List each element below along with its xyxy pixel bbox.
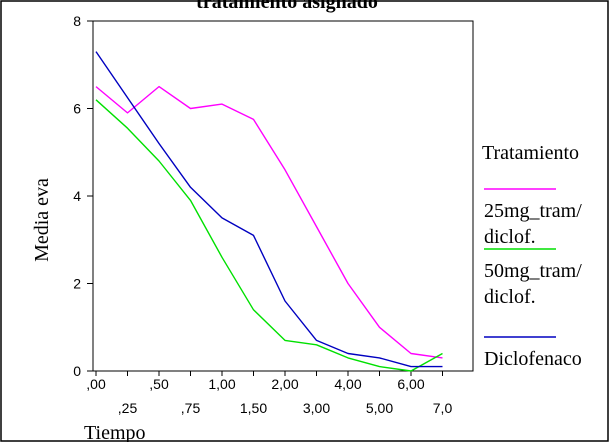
x-tick-label: ,25 [118, 400, 138, 416]
y-axis: 0 2 4 6 8 [73, 13, 93, 379]
y-tick-label: 8 [73, 13, 81, 29]
x-tick-label: 5,00 [366, 400, 393, 416]
x-tick-label: 1,00 [208, 376, 235, 392]
series-line-3 [95, 51, 443, 368]
legend-label-2: 50mg_tram/ [484, 260, 582, 282]
series-line-1 [95, 85, 443, 359]
x-tick-label: 7,0 [433, 400, 453, 416]
y-axis-label: Media eva [31, 178, 53, 262]
x-axis-label: Tiempo [84, 422, 146, 442]
x-tick-label: 1,50 [240, 400, 267, 416]
series-line-2 [95, 99, 443, 372]
y-tick-label: 6 [73, 101, 81, 117]
x-tick-label: ,00 [86, 376, 106, 392]
legend-label-2: diclof. [484, 286, 536, 308]
y-tick-label: 2 [73, 276, 81, 292]
legend-label-3: Diclofenaco [484, 348, 582, 370]
series-lines [95, 51, 443, 372]
x-axis: ,00 ,50 1,00 2,00 4,00 6,00 ,25 ,75 1,50 3,00 5,00… [86, 371, 452, 416]
x-tick-label: ,75 [181, 400, 201, 416]
x-tick-label: 4,00 [334, 376, 361, 392]
x-tick-label: ,50 [149, 376, 169, 392]
x-tick-label: 6,00 [397, 376, 424, 392]
legend-label-1: 25mg_tram/ [484, 200, 582, 222]
legend: Tratamiento 25mg_tram/diclof. 50mg_tram/d… [482, 142, 582, 370]
legend-label-1: diclof. [484, 226, 536, 248]
legend-title: Tratamiento [482, 142, 579, 164]
x-tick-label: 3,00 [303, 400, 330, 416]
y-tick-label: 0 [73, 363, 81, 379]
y-tick-label: 4 [73, 188, 81, 204]
plot-area [92, 20, 474, 372]
chart-title: tratamiento asignado [196, 0, 378, 13]
x-tick-label: 2,00 [271, 376, 298, 392]
